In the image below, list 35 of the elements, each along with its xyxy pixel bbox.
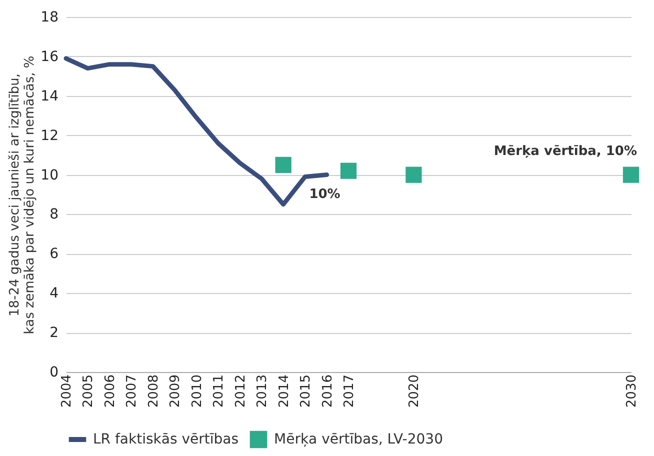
- x-tick-label: 2015: [298, 374, 314, 408]
- x-tick-label: 2010: [190, 374, 205, 408]
- y-tick-label: 6: [50, 246, 59, 262]
- legend-label: Mērķa vērtības, LV-2030: [274, 432, 443, 448]
- x-tick-label: 2004: [60, 374, 74, 408]
- x-tick-label: 2011: [212, 374, 227, 408]
- y-tick-label: 2: [50, 325, 58, 342]
- point: [406, 166, 422, 183]
- y-tick-label: 0: [50, 364, 58, 380]
- annotation: Mērķa vērtība, 10%: [494, 144, 637, 159]
- x-tick-label: 2009: [168, 374, 184, 408]
- x-tick-label: 2030: [624, 374, 640, 408]
- x-tick-label: 2020: [407, 374, 422, 408]
- y-tick-label: 12: [40, 128, 58, 144]
- y-tick-label: 4: [50, 286, 59, 302]
- point: [622, 166, 640, 183]
- x-tick-label: 2014: [276, 374, 292, 408]
- annotation: 10%: [309, 186, 340, 202]
- x-tick-label: 2005: [81, 374, 96, 408]
- point: [340, 162, 357, 179]
- y-tick-label: 10: [40, 167, 58, 184]
- y-tick-label: 14: [40, 88, 59, 104]
- y-tick-label: 16: [40, 48, 59, 65]
- x-tick-label: 2007: [124, 374, 140, 408]
- legend-label: LR faktiskās vērtības: [93, 432, 238, 448]
- y-tick-label: 8: [50, 206, 58, 223]
- x-tick-label: 2006: [102, 374, 118, 408]
- x-tick-label: 2013: [255, 374, 270, 408]
- y-tick-label: 18: [40, 10, 58, 26]
- point: [275, 156, 292, 173]
- x-tick-label: 2012: [233, 374, 248, 408]
- x-tick-label: 2016: [320, 374, 336, 408]
- y-axis-title: 18-24 gadus veci jaunieši ar izglītību, kas zemāka par vidējo un kuri nemācās, %: [8, 56, 38, 334]
- x-tick-label: 2008: [146, 374, 162, 408]
- x-tick-label: 2017: [342, 374, 357, 408]
